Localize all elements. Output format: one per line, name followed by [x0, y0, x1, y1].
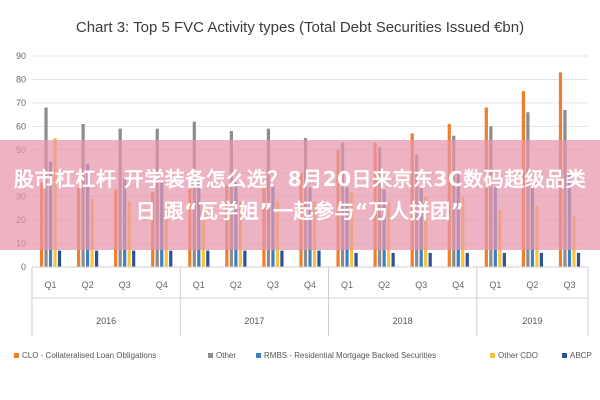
bar — [95, 250, 99, 267]
x-tick-label: Q2 — [82, 280, 94, 290]
x-tick-label: Q2 — [378, 280, 390, 290]
x-tick-label: Q1 — [45, 280, 57, 290]
year-label: 2018 — [393, 316, 413, 326]
bar — [280, 250, 284, 267]
legend-label: RMBS - Residential Mortgage Backed Secur… — [264, 351, 436, 360]
legend-label: CLO - Collateralised Loan Obligations — [22, 351, 156, 360]
bar — [132, 250, 136, 267]
x-axis: Q1 Q2 Q3 Q4 Q1 Q2 Q3 Q4 Q1 Q2 Q3 Q4 Q1 Q2 Q3 2016 2017 20… — [31, 266, 589, 336]
y-tick-label: 80 — [16, 74, 26, 84]
y-tick-label: 90 — [16, 51, 26, 61]
bar — [169, 250, 173, 267]
bar — [428, 252, 432, 267]
x-tick-label: Q3 — [267, 280, 279, 290]
bar — [502, 252, 506, 267]
promo-banner-text: 股市杠杠杆 开学装备怎么选？8月20日来京东3C数码超级品类日 跟“瓦学姐”一起… — [13, 167, 587, 223]
legend-swatch — [562, 353, 567, 358]
x-tick-label: Q3 — [415, 280, 427, 290]
bar — [206, 250, 210, 267]
x-tick-label: Q4 — [452, 280, 464, 290]
legend-swatch — [256, 353, 261, 358]
x-tick-label: Q4 — [156, 280, 168, 290]
bar — [354, 252, 358, 267]
legend-swatch — [14, 353, 19, 358]
bar — [243, 250, 247, 267]
x-tick-label: Q1 — [193, 280, 205, 290]
legend: CLO - Collateralised Loan Obligations Oth… — [14, 351, 592, 360]
bar — [576, 252, 581, 267]
legend-swatch — [208, 353, 213, 358]
x-tick-label: Q4 — [304, 280, 316, 290]
x-tick-label: Q1 — [489, 280, 501, 290]
legend-label: ABCP — [570, 351, 592, 360]
y-tick-label: 60 — [16, 121, 26, 131]
year-label: 2016 — [96, 316, 116, 326]
x-tick-label: Q3 — [119, 280, 131, 290]
bar — [465, 252, 469, 267]
x-tick-label: Q1 — [341, 280, 353, 290]
year-label: 2017 — [244, 316, 264, 326]
x-tick-label: Q3 — [563, 280, 575, 290]
x-tick-label: Q2 — [526, 280, 538, 290]
legend-label: Other — [216, 351, 236, 360]
bar — [391, 252, 395, 267]
promo-banner[interactable]: 股市杠杠杆 开学装备怎么选？8月20日来京东3C数码超级品类日 跟“瓦学姐”一起… — [0, 140, 600, 250]
x-tick-label: Q2 — [230, 280, 242, 290]
chart-title: Chart 3: Top 5 FVC Activity types (Total… — [76, 19, 524, 36]
bar — [317, 250, 321, 267]
legend-swatch — [490, 353, 495, 358]
bar — [57, 250, 62, 267]
y-tick-label: 70 — [16, 98, 26, 108]
y-tick-label: 0 — [21, 262, 26, 272]
bar — [539, 252, 543, 267]
year-label: 2019 — [522, 316, 542, 326]
legend-label: Other CDO — [498, 351, 538, 360]
